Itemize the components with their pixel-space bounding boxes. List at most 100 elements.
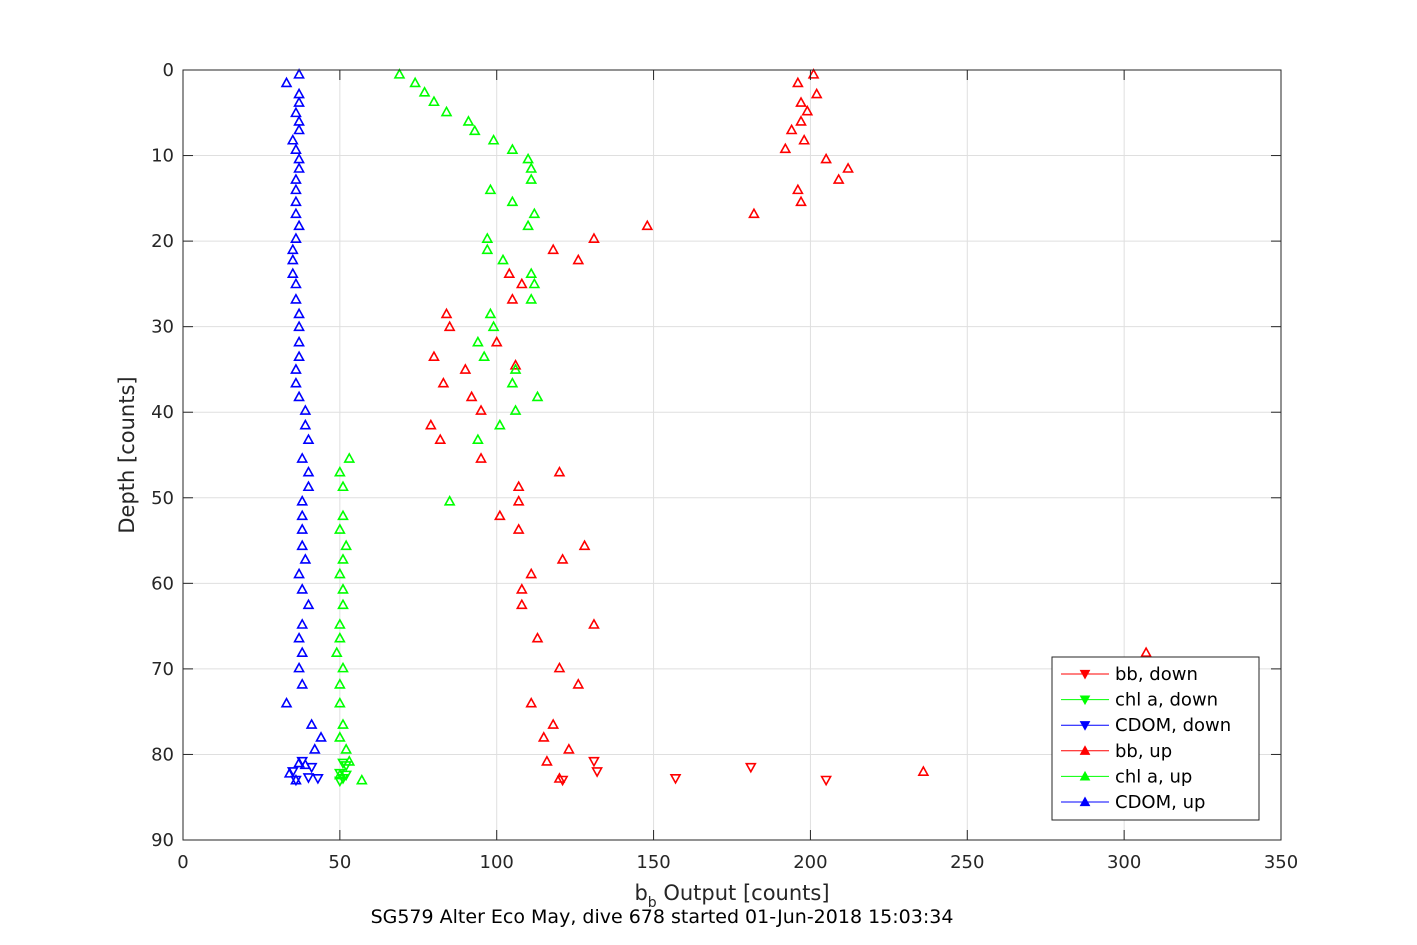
data-point-bb-down: [556, 775, 569, 787]
data-point-chl-a-down: [333, 776, 346, 788]
data-point-cdom-up: [293, 567, 305, 579]
y-axis: 0 10 20 30 40 50 60 70 80 90: [151, 60, 1281, 851]
data-point-bb-up: [556, 553, 569, 564]
data-point-chl-a-up: [481, 232, 494, 243]
data-point-chl-a-up: [340, 539, 352, 551]
x-tick-label: 50: [328, 852, 351, 873]
data-point-cdom-up: [290, 363, 302, 374]
chart-title: SG579 Alter Eco May, dive 678 started 01…: [371, 906, 954, 928]
data-point-chl-a-up: [468, 124, 481, 136]
data-point-bb-up: [493, 509, 506, 521]
data-point-bb-up: [842, 162, 854, 173]
y-tick-label: 80: [151, 744, 174, 765]
data-point-bb-up: [785, 123, 798, 135]
data-point-bb-up: [588, 232, 600, 243]
data-point-chl-a-up: [484, 307, 497, 319]
data-point-bb-up: [795, 195, 807, 207]
data-point-bb-up: [515, 583, 528, 594]
data-point-chl-a-up: [337, 509, 349, 521]
data-point-chl-a-up: [487, 320, 500, 332]
data-point-chl-a-up: [333, 618, 346, 629]
data-point-chl-a-up: [472, 335, 484, 347]
data-point-cdom-up: [305, 718, 318, 729]
data-point-bb-down: [744, 762, 757, 774]
data-point-bb-up: [443, 320, 456, 332]
y-tick-label: 50: [151, 488, 174, 509]
data-point-bb-up: [475, 452, 487, 463]
data-point-bb-up: [798, 134, 811, 145]
data-point-chl-a-up: [330, 646, 343, 658]
y-tick-label: 20: [151, 231, 174, 252]
data-point-bb-up: [512, 495, 525, 506]
data-point-bb-up: [525, 567, 538, 579]
data-point-bb-up: [428, 350, 440, 362]
data-point-bb-up: [563, 743, 575, 754]
legend-box: [1051, 656, 1260, 821]
data-point-bb-down: [669, 774, 682, 785]
data-point-chl-a-up: [506, 143, 519, 154]
data-point-bb-up: [515, 598, 528, 610]
data-point-cdom-up: [293, 320, 305, 332]
x-tick-label: 100: [480, 852, 514, 873]
data-point-cdom-down: [312, 774, 324, 785]
data-point-cdom-up: [296, 646, 309, 658]
data-point-bb-up: [509, 359, 522, 370]
data-point-cdom-up: [296, 539, 309, 551]
data-point-bb-up: [795, 115, 807, 126]
data-point-bb-up: [440, 307, 453, 319]
data-point-chl-a-up: [525, 293, 538, 304]
data-point-chl-a-up: [337, 553, 349, 564]
data-point-cdom-up: [290, 207, 302, 219]
data-point-cdom-up: [293, 335, 305, 347]
data-point-chl-a-up: [525, 173, 538, 184]
data-point-cdom-up: [299, 553, 312, 564]
data-point-cdom-up: [293, 123, 305, 135]
data-point-chl-a-up: [528, 207, 541, 219]
data-point-chl-a-up: [340, 743, 352, 754]
data-point-chl-a-up: [528, 277, 541, 289]
data-point-bb-up: [792, 183, 804, 195]
data-point-bb-up: [525, 696, 538, 708]
data-point-cdom-up: [296, 618, 309, 629]
data-point-bb-up: [572, 253, 585, 265]
legend-marker-cdom-down: [1079, 721, 1091, 731]
data-point-chl-a-up: [462, 115, 475, 126]
data-point-cdom-up: [299, 418, 312, 430]
data-point-chl-a-up: [333, 465, 346, 477]
data-point-chl-a-up: [506, 195, 519, 207]
x-tick-label: 200: [793, 852, 827, 873]
data-point-bb-up: [434, 433, 447, 444]
data-point-bb-up: [832, 173, 845, 184]
data-point-cdom-up: [293, 661, 305, 673]
legend-marker-chl-a-down: [1079, 695, 1091, 706]
data-point-chl-a-up: [440, 105, 453, 117]
data-point-bb-up: [506, 293, 519, 304]
data-point-chl-a-up: [333, 768, 346, 780]
data-point-bb-up: [531, 631, 544, 643]
data-point-bb-up: [515, 277, 528, 289]
data-point-cdom-up: [290, 293, 302, 304]
data-point-bb-up: [475, 404, 487, 415]
x-tick-label: 300: [1107, 852, 1141, 873]
data-point-bb-down: [591, 767, 603, 778]
data-point-cdom-up: [293, 756, 305, 768]
data-point-chl-a-up: [333, 696, 346, 708]
data-point-bb-up: [641, 219, 654, 231]
y-tick-label: 60: [151, 573, 174, 594]
x-axis: 0 50 100 150 200 250 300 350: [177, 70, 1298, 873]
data-point-cdom-up: [290, 106, 302, 118]
data-point-cdom-up: [286, 253, 299, 265]
data-point-chl-a-up: [337, 480, 349, 492]
legend-marker-bb-down: [1079, 669, 1091, 680]
data-point-bb-up: [779, 142, 792, 154]
data-point-bb-up: [1140, 646, 1152, 658]
data-point-cdom-up: [296, 495, 309, 506]
data-point-chl-a-up: [333, 567, 346, 579]
data-point-chl-a-up: [509, 404, 522, 415]
data-points: [280, 68, 1152, 788]
data-point-chl-a-up: [337, 661, 349, 673]
data-point-cdom-up: [290, 195, 302, 207]
data-point-cdom-up: [296, 452, 309, 463]
data-point-chl-a-up: [333, 631, 346, 643]
